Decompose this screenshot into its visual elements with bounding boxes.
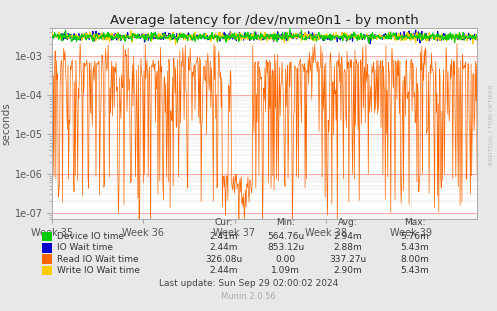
Text: 5.76m: 5.76m	[401, 232, 429, 241]
Text: 1.09m: 1.09m	[271, 266, 300, 275]
Text: 2.88m: 2.88m	[333, 244, 362, 252]
Text: RRDTOOL / TOBI OETIKER: RRDTOOL / TOBI OETIKER	[488, 84, 493, 165]
Text: 2.41m: 2.41m	[209, 232, 238, 241]
Text: 5.43m: 5.43m	[401, 266, 429, 275]
Text: Avg:: Avg:	[338, 217, 358, 226]
Text: Max:: Max:	[404, 217, 426, 226]
Text: IO Wait time: IO Wait time	[57, 244, 113, 252]
Y-axis label: seconds: seconds	[1, 102, 12, 145]
Text: Cur:: Cur:	[214, 217, 233, 226]
Text: 2.44m: 2.44m	[209, 266, 238, 275]
Text: Read IO Wait time: Read IO Wait time	[57, 255, 139, 263]
Text: Device IO time: Device IO time	[57, 232, 124, 241]
Text: Write IO Wait time: Write IO Wait time	[57, 266, 140, 275]
Text: 0.00: 0.00	[276, 255, 296, 263]
Text: 853.12u: 853.12u	[267, 244, 304, 252]
Text: 326.08u: 326.08u	[205, 255, 242, 263]
Text: 2.94m: 2.94m	[333, 232, 362, 241]
Text: 8.00m: 8.00m	[401, 255, 429, 263]
Text: 5.43m: 5.43m	[401, 244, 429, 252]
Text: Min:: Min:	[276, 217, 295, 226]
Text: Last update: Sun Sep 29 02:00:02 2024: Last update: Sun Sep 29 02:00:02 2024	[159, 279, 338, 288]
Text: 564.76u: 564.76u	[267, 232, 304, 241]
Text: 2.90m: 2.90m	[333, 266, 362, 275]
Text: Munin 2.0.56: Munin 2.0.56	[221, 292, 276, 300]
Text: 337.27u: 337.27u	[330, 255, 366, 263]
Text: 2.44m: 2.44m	[209, 244, 238, 252]
Title: Average latency for /dev/nvme0n1 - by month: Average latency for /dev/nvme0n1 - by mo…	[110, 14, 419, 27]
